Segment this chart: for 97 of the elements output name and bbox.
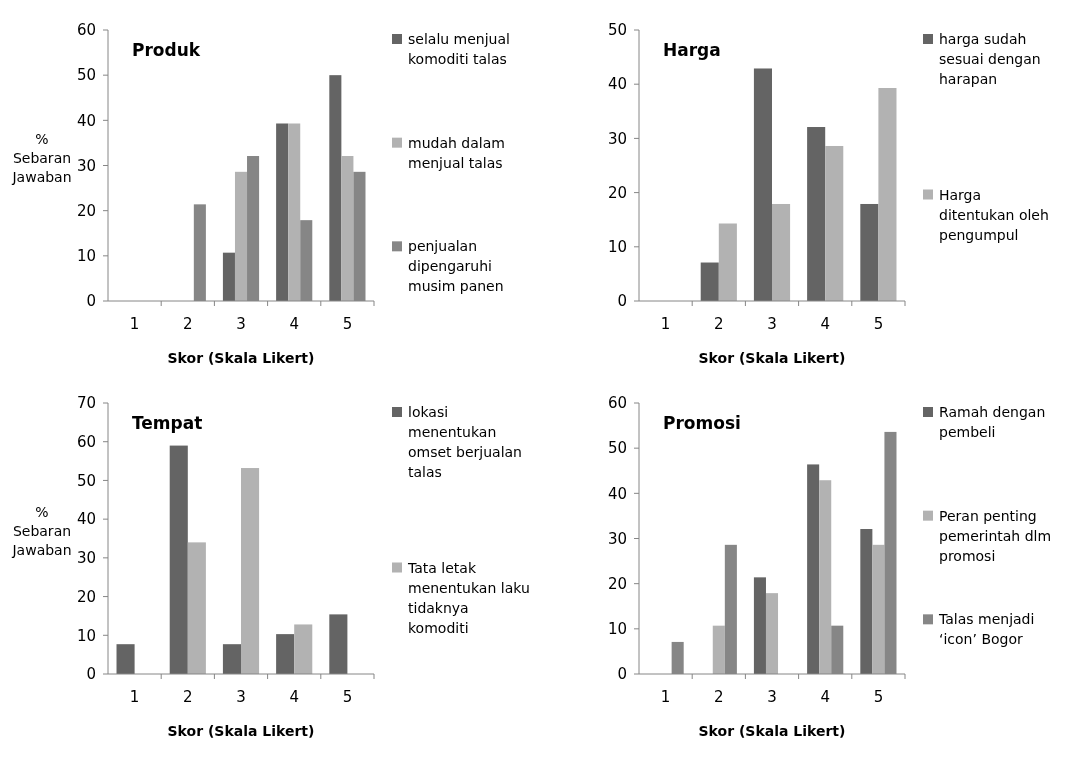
bar xyxy=(753,68,772,301)
bar xyxy=(222,252,235,301)
legend-label: penjualan dipengaruhi musim panen xyxy=(408,238,504,295)
y-tick-label: 0 xyxy=(617,665,627,684)
x-tick-label: 4 xyxy=(289,688,299,706)
legend-label: Harga ditentukan oleh pengumpul xyxy=(939,186,1049,243)
y-tick-label: 50 xyxy=(607,21,627,40)
bar xyxy=(860,529,873,674)
bar xyxy=(222,644,241,674)
bar xyxy=(276,123,289,301)
bar xyxy=(860,203,879,301)
legend-label: mudah dalam menjual talas xyxy=(408,134,505,171)
y-tick-label: 30 xyxy=(607,529,627,548)
legend-label: Ramah dengan pembeli xyxy=(939,404,1046,440)
bar xyxy=(241,468,260,674)
y-tick-label: 30 xyxy=(76,156,96,175)
y-tick-label: 10 xyxy=(607,238,627,257)
y-tick-label: 30 xyxy=(607,129,627,148)
bar xyxy=(765,593,779,674)
y-tick-label: 70 xyxy=(76,394,96,413)
x-axis-title: Skor (Skala Likert) xyxy=(698,723,846,739)
bar xyxy=(718,223,737,301)
bar xyxy=(819,480,832,674)
bar xyxy=(187,542,206,674)
text: Tempat xyxy=(132,413,203,433)
bar xyxy=(341,156,354,301)
y-tick-label: 40 xyxy=(76,510,96,529)
y-axis-title: % Sebaran Jawaban xyxy=(11,503,72,558)
y-tick-label: 20 xyxy=(607,183,627,202)
legend-label: selalu menjual komoditi talas xyxy=(408,31,510,67)
bar xyxy=(329,75,342,301)
bar xyxy=(712,625,725,674)
text: Promosi xyxy=(663,413,741,433)
x-tick-label: 4 xyxy=(289,315,299,333)
x-tick-label: 3 xyxy=(767,315,777,333)
x-tick-label: 3 xyxy=(767,688,777,706)
x-tick-label: 1 xyxy=(129,688,140,706)
y-tick-label: 10 xyxy=(76,626,96,645)
x-tick-label: 3 xyxy=(236,315,246,333)
text: Produk xyxy=(132,40,201,60)
legend-label: Talas menjadi ‘icon’ Bogor xyxy=(938,611,1035,648)
x-tick-label: 2 xyxy=(183,315,193,333)
bar xyxy=(807,464,820,674)
x-axis-title: Skor (Skala Likert) xyxy=(698,350,846,366)
x-tick-label: 5 xyxy=(342,315,353,333)
bar xyxy=(753,577,766,674)
x-tick-label: 2 xyxy=(714,688,724,706)
x-tick-label: 3 xyxy=(236,688,246,706)
y-tick-label: 40 xyxy=(607,75,627,94)
bar xyxy=(807,127,826,301)
legend-label: Peran penting pemerintah dlm promosi xyxy=(939,507,1052,564)
y-tick-label: 30 xyxy=(76,549,96,568)
y-tick-label: 60 xyxy=(76,21,96,40)
y-tick-label: 10 xyxy=(76,247,96,266)
bar xyxy=(878,87,897,301)
y-tick-label: 60 xyxy=(76,432,96,451)
x-axis-title: Skor (Skala Likert) xyxy=(167,723,315,739)
x-tick-label: 2 xyxy=(714,315,724,333)
bar xyxy=(288,123,301,301)
x-tick-label: 4 xyxy=(820,688,830,706)
x-tick-label: 5 xyxy=(342,688,353,706)
y-tick-label: 50 xyxy=(76,471,96,490)
y-tick-label: 20 xyxy=(76,587,96,606)
bar xyxy=(234,171,248,301)
bar xyxy=(700,262,719,301)
y-tick-label: 50 xyxy=(76,66,96,85)
x-tick-label: 4 xyxy=(820,315,830,333)
x-tick-label: 1 xyxy=(660,315,671,333)
x-tick-label: 1 xyxy=(660,688,671,706)
x-tick-label: 5 xyxy=(873,688,884,706)
legend-label: Tata letak menentukan laku tidaknya komoditi xyxy=(407,559,530,636)
y-tick-label: 20 xyxy=(76,201,96,220)
bar xyxy=(294,624,313,674)
y-tick-label: 0 xyxy=(86,665,96,684)
legend-label: lokasi menentukan omset berjualan talas xyxy=(408,404,522,480)
y-axis-title: % Sebaran Jawaban xyxy=(11,130,72,185)
x-tick-label: 5 xyxy=(873,315,884,333)
legend-label: harga sudah sesuai dengan harapan xyxy=(939,31,1041,87)
x-axis-title: Skor (Skala Likert) xyxy=(167,350,315,366)
bar xyxy=(825,145,844,301)
x-tick-label: 1 xyxy=(129,315,140,333)
y-tick-label: 50 xyxy=(607,439,627,458)
y-tick-label: 10 xyxy=(607,620,627,639)
y-tick-label: 20 xyxy=(607,574,627,593)
x-tick-label: 2 xyxy=(183,688,193,706)
y-tick-label: 40 xyxy=(607,484,627,503)
bar xyxy=(772,203,791,301)
y-tick-label: 40 xyxy=(76,111,96,130)
bar xyxy=(169,445,188,674)
text: Harga xyxy=(663,40,721,60)
bar xyxy=(116,644,135,674)
bar xyxy=(329,614,348,674)
bar xyxy=(872,544,885,674)
bar xyxy=(276,634,295,674)
y-tick-label: 0 xyxy=(617,292,627,311)
y-tick-label: 60 xyxy=(607,394,627,413)
y-tick-label: 0 xyxy=(86,292,96,311)
